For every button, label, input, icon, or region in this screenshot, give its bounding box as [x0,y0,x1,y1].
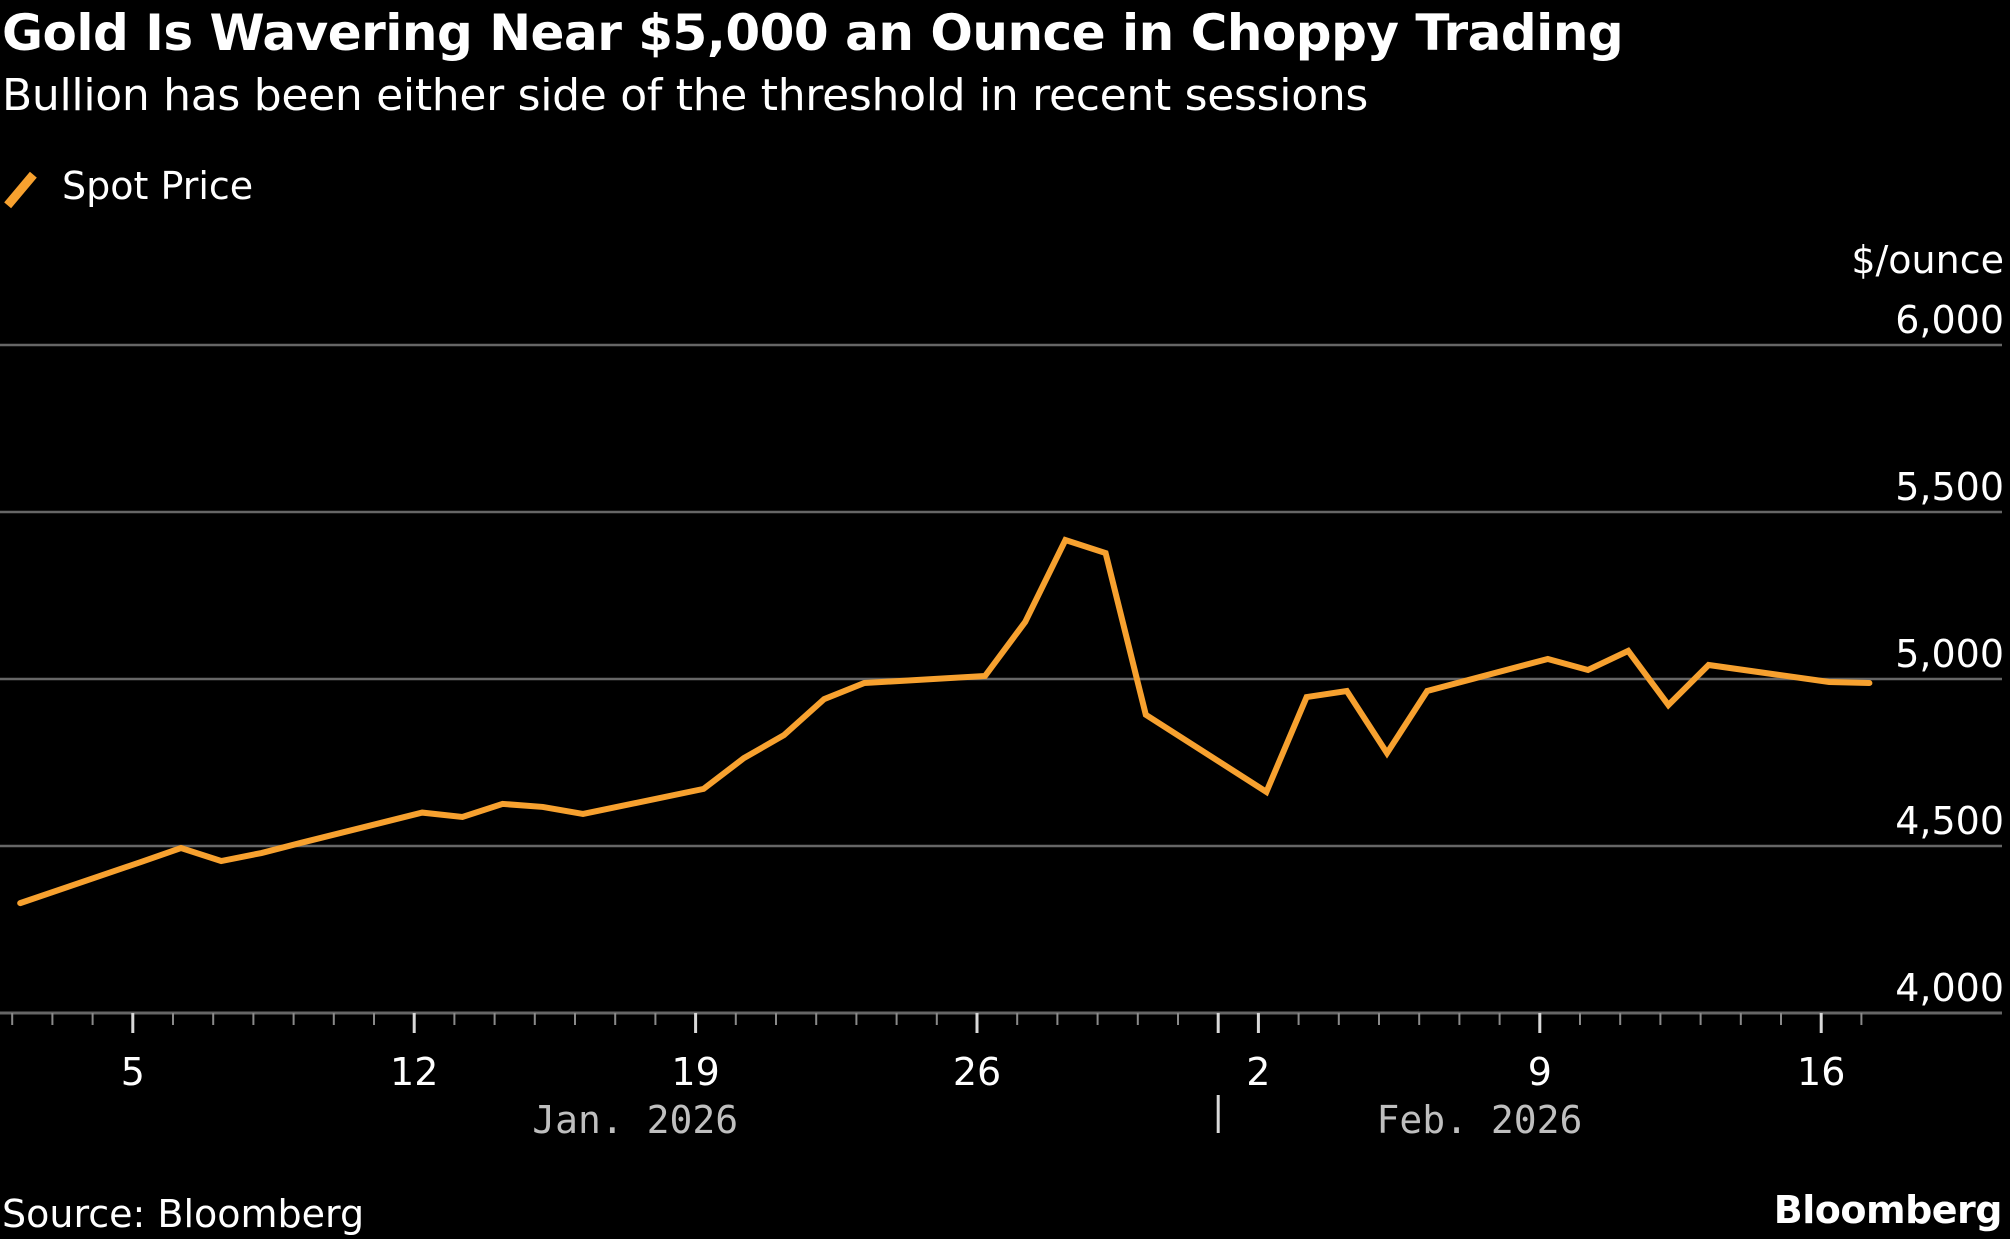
series-layer [17,536,1873,907]
x-month-label: Feb. 2026 [1376,1098,1582,1142]
chart-title: Gold Is Wavering Near $5,000 an Ounce in… [2,4,1624,62]
y-axis-unit-label: $/ounce [1851,238,2004,282]
y-tick-label: 5,500 [1895,465,2004,509]
gridlines [0,343,2002,848]
legend-label: Spot Price [62,164,254,208]
y-axis-ticks: 4,000 4,500 5,000 5,500 6,000 [1895,298,2004,1010]
source-note: Source: Bloomberg [2,1192,365,1236]
x-tick-label: 9 [1528,1050,1552,1094]
x-tick-label: 26 [953,1050,1001,1094]
y-tick-label: 4,500 [1895,799,2004,843]
y-tick-label: 6,000 [1895,298,2004,342]
y-tick-label: 4,000 [1895,966,2004,1010]
x-tick-label: 12 [390,1050,438,1094]
x-axis: 5 12 19 26 2 9 16 Jan. 2026 Feb. 2026 [0,1011,2002,1142]
x-tick-label: 5 [121,1050,145,1094]
x-tick-label: 19 [671,1050,719,1094]
x-tick-label: 16 [1797,1050,1845,1094]
bloomberg-logo: Bloomberg [1773,1188,2003,1232]
y-tick-label: 5,000 [1895,632,2004,676]
chart-subtitle: Bullion has been either side of the thre… [2,70,1369,121]
x-month-label: Jan. 2026 [532,1098,738,1142]
series-line-spot-price [17,536,1873,907]
x-tick-label: 2 [1246,1050,1270,1094]
legend: Spot Price [2,164,253,208]
